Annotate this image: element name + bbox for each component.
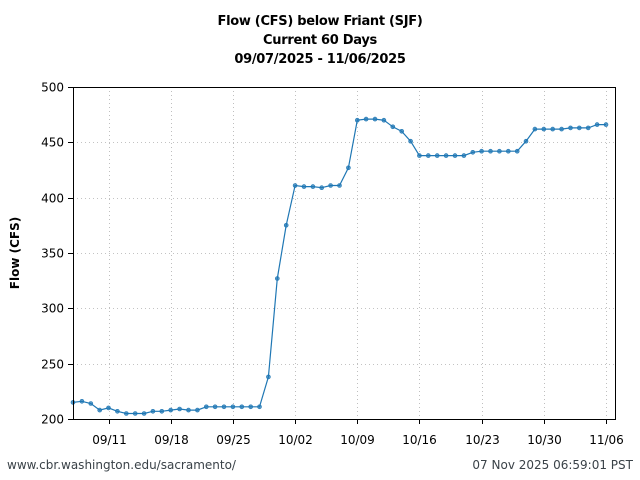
y-tick-label: 250	[41, 358, 64, 372]
data-point-marker	[346, 165, 351, 171]
data-point-marker	[274, 276, 280, 281]
data-point-marker	[212, 404, 218, 410]
x-tick-label: 11/06	[589, 433, 624, 447]
data-point-marker	[417, 153, 422, 158]
data-point-marker	[150, 408, 156, 414]
chart-date-range: 09/07/2025 - 11/06/2025	[234, 52, 406, 67]
x-tick-label: 10/30	[527, 433, 562, 447]
x-tick-label: 10/02	[278, 433, 313, 447]
x-tick-label: 09/25	[216, 433, 251, 447]
data-point-marker	[195, 407, 200, 413]
flow-series	[70, 116, 609, 416]
data-point-marker	[186, 407, 191, 413]
data-point-marker	[390, 124, 396, 130]
data-point-marker	[257, 404, 262, 410]
chart-title: Flow (CFS) below Friant (SJF)	[217, 14, 423, 29]
data-point-marker	[159, 408, 165, 414]
x-axis: 09/11 09/18 09/25 10/02 10/09 10/16 10/23 10/30…	[92, 419, 624, 447]
data-point-marker	[115, 408, 120, 414]
y-tick-label: 500	[41, 81, 64, 95]
data-point-marker	[292, 183, 298, 188]
data-point-marker	[399, 129, 405, 134]
data-point-marker	[124, 411, 129, 416]
data-point-marker	[204, 404, 209, 410]
data-point-marker	[177, 406, 182, 412]
x-tick-label: 09/11	[92, 433, 127, 447]
data-point-marker	[168, 407, 173, 413]
data-point-marker	[141, 411, 147, 416]
data-point-marker	[514, 148, 520, 154]
data-point-marker	[594, 122, 600, 127]
data-point-marker	[106, 405, 111, 411]
chart-subtitle: Current 60 Days	[263, 33, 377, 48]
data-point-marker	[443, 153, 449, 158]
data-point-marker	[354, 117, 360, 123]
x-tick-label: 10/16	[402, 433, 437, 447]
x-tick-label: 10/23	[465, 433, 500, 447]
timestamp: 07 Nov 2025 06:59:01 PST	[472, 458, 633, 472]
data-point-marker	[461, 153, 467, 158]
data-point-marker	[221, 404, 227, 410]
data-point-marker	[550, 126, 556, 132]
data-point-marker	[79, 398, 85, 404]
data-point-marker	[603, 122, 609, 127]
x-tick-label: 09/18	[154, 433, 189, 447]
data-point-marker	[301, 184, 307, 189]
y-tick-label: 200	[41, 413, 64, 427]
data-point-marker	[248, 404, 253, 410]
data-point-marker	[559, 126, 564, 132]
data-point-marker	[470, 150, 476, 155]
data-point-marker	[337, 183, 342, 188]
chart-title-block: Flow (CFS) below Friant (SJF) Current 60…	[0, 12, 640, 69]
data-point-marker	[523, 138, 529, 144]
data-point-marker	[283, 223, 289, 228]
data-point-marker	[479, 148, 484, 154]
data-point-marker	[452, 153, 458, 158]
data-point-marker	[576, 125, 582, 131]
data-point-marker	[425, 153, 431, 158]
data-point-marker	[532, 126, 538, 132]
data-point-marker	[97, 407, 102, 413]
data-point-marker	[310, 184, 316, 189]
y-tick-label: 350	[41, 247, 64, 261]
y-tick-label: 300	[41, 302, 64, 316]
data-point-marker	[266, 374, 271, 380]
data-point-marker	[328, 183, 333, 188]
data-point-marker	[381, 117, 387, 123]
data-point-marker	[488, 148, 493, 154]
data-point-marker	[568, 125, 573, 131]
data-point-marker	[132, 411, 138, 416]
series-line	[72, 118, 606, 415]
data-point-marker	[585, 125, 591, 131]
x-tick-label: 10/09	[340, 433, 375, 447]
plot-frame	[73, 87, 616, 420]
data-point-marker	[497, 148, 502, 154]
data-point-marker	[363, 116, 369, 122]
data-point-marker	[239, 404, 245, 410]
data-point-marker	[372, 116, 378, 122]
data-point-marker	[408, 138, 413, 144]
data-point-marker	[505, 148, 511, 154]
data-point-marker	[230, 404, 236, 410]
y-tick-label: 450	[41, 136, 64, 150]
y-tick-label: 400	[41, 192, 64, 206]
grid-lines	[73, 87, 615, 419]
y-axis: 200 250 300 350 400 450 500	[41, 81, 73, 427]
data-point-marker	[541, 126, 547, 132]
data-point-marker	[434, 153, 440, 158]
source-url[interactable]: www.cbr.washington.edu/sacramento/	[7, 458, 236, 472]
data-point-marker	[88, 401, 94, 406]
data-point-marker	[319, 185, 325, 190]
